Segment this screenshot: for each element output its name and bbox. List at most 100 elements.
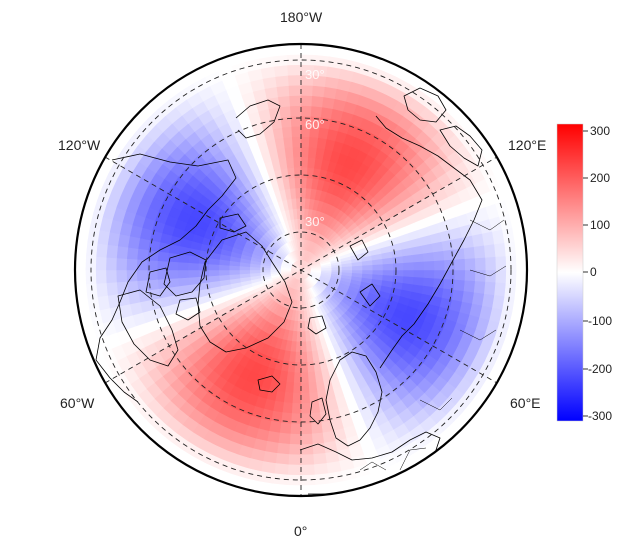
field-cell (75, 269, 87, 286)
field-cell (275, 74, 290, 87)
field-cell (293, 156, 302, 168)
field-cell (495, 256, 507, 271)
colorbar-label-300: 300 (590, 124, 611, 138)
field-cell (187, 276, 200, 286)
field-cell (382, 257, 394, 265)
anomaly-field (75, 44, 527, 496)
field-cell (239, 269, 251, 275)
field-cell (392, 256, 404, 265)
field-cell (273, 463, 289, 476)
field-cell (75, 254, 87, 271)
field-cell (197, 269, 210, 278)
field-cell (285, 44, 302, 56)
field-cell (291, 402, 302, 415)
field-cell (300, 44, 317, 56)
field-cell (295, 187, 302, 199)
field-cell (287, 64, 302, 76)
field-cell (276, 85, 290, 98)
field-cell (177, 269, 189, 279)
field-cell (464, 258, 476, 271)
field-cell (287, 464, 302, 476)
field-cell (473, 281, 486, 295)
field-cell (297, 218, 302, 230)
field-cell (105, 281, 119, 296)
field-cell (295, 197, 302, 209)
field-cell (300, 423, 313, 435)
field-cell (453, 248, 466, 261)
field-cell (290, 115, 302, 127)
field-cell (300, 372, 309, 384)
field-cell (413, 261, 425, 271)
field-cell (483, 281, 497, 296)
field-cell (115, 257, 128, 271)
field-cell (463, 280, 476, 294)
field-cell (443, 249, 456, 261)
field-cell (431, 241, 444, 253)
field-cell (300, 136, 311, 148)
field-cell (115, 269, 128, 283)
field-cell (286, 474, 302, 487)
field-cell (423, 269, 435, 280)
field-cell (289, 105, 302, 117)
field-cell (269, 269, 281, 273)
coastlines (95, 87, 507, 495)
field-cell (485, 269, 497, 284)
field-cell (296, 208, 302, 220)
field-cell (287, 454, 302, 466)
field-cell (218, 274, 231, 282)
lat-label-middle: 60° (305, 117, 325, 132)
lon-label-upper-right: 120°E (508, 137, 547, 153)
field-cell (413, 269, 425, 279)
field-cell (300, 413, 312, 425)
field-cell (291, 125, 302, 138)
field-cell (453, 279, 466, 292)
field-cell (293, 166, 302, 179)
siberia-coast (375, 115, 483, 369)
field-cell (280, 412, 292, 425)
field-cell (293, 372, 302, 384)
field-cell (504, 241, 517, 257)
field-cell (281, 126, 293, 138)
field-cell (300, 310, 305, 322)
field-cell (300, 392, 311, 404)
field-cell (300, 146, 310, 158)
field-cell (259, 269, 271, 274)
field-cell (280, 115, 292, 128)
field-cell (293, 361, 302, 374)
colorbar-label-neg200: -200 (588, 362, 613, 376)
field-cell (444, 269, 456, 281)
field-cell (208, 275, 220, 283)
colorbar-label-0: 0 (590, 265, 597, 279)
field-cell (402, 254, 415, 264)
field-cell (279, 105, 292, 118)
field-cell (136, 248, 149, 261)
field-cell (311, 95, 325, 108)
field-cell (314, 54, 330, 67)
field-cell (443, 279, 456, 291)
field-cell (392, 262, 405, 271)
field-cell (300, 341, 307, 353)
field-cell (423, 260, 435, 271)
field-cell (473, 245, 486, 259)
alaska-coast (235, 99, 281, 139)
field-cell (300, 433, 313, 445)
svalbard-coast (307, 315, 327, 335)
field-cell (300, 320, 306, 332)
field-cell (146, 279, 159, 291)
field-cell (274, 137, 286, 150)
graticule (90, 44, 512, 496)
field-cell (95, 256, 107, 271)
field-cell (300, 361, 309, 374)
field-cell (157, 250, 169, 262)
field-cell (187, 262, 199, 271)
field-cell (158, 287, 171, 299)
lon-label-lower-left: 60°W (60, 395, 95, 411)
field-cell (300, 484, 317, 496)
field-cell (305, 340, 313, 353)
field-cell (495, 269, 507, 284)
iceland-coast (257, 375, 281, 393)
map-boundary (73, 42, 529, 498)
field-cell (300, 105, 313, 117)
field-cell (281, 402, 293, 414)
field-cell (208, 269, 220, 277)
